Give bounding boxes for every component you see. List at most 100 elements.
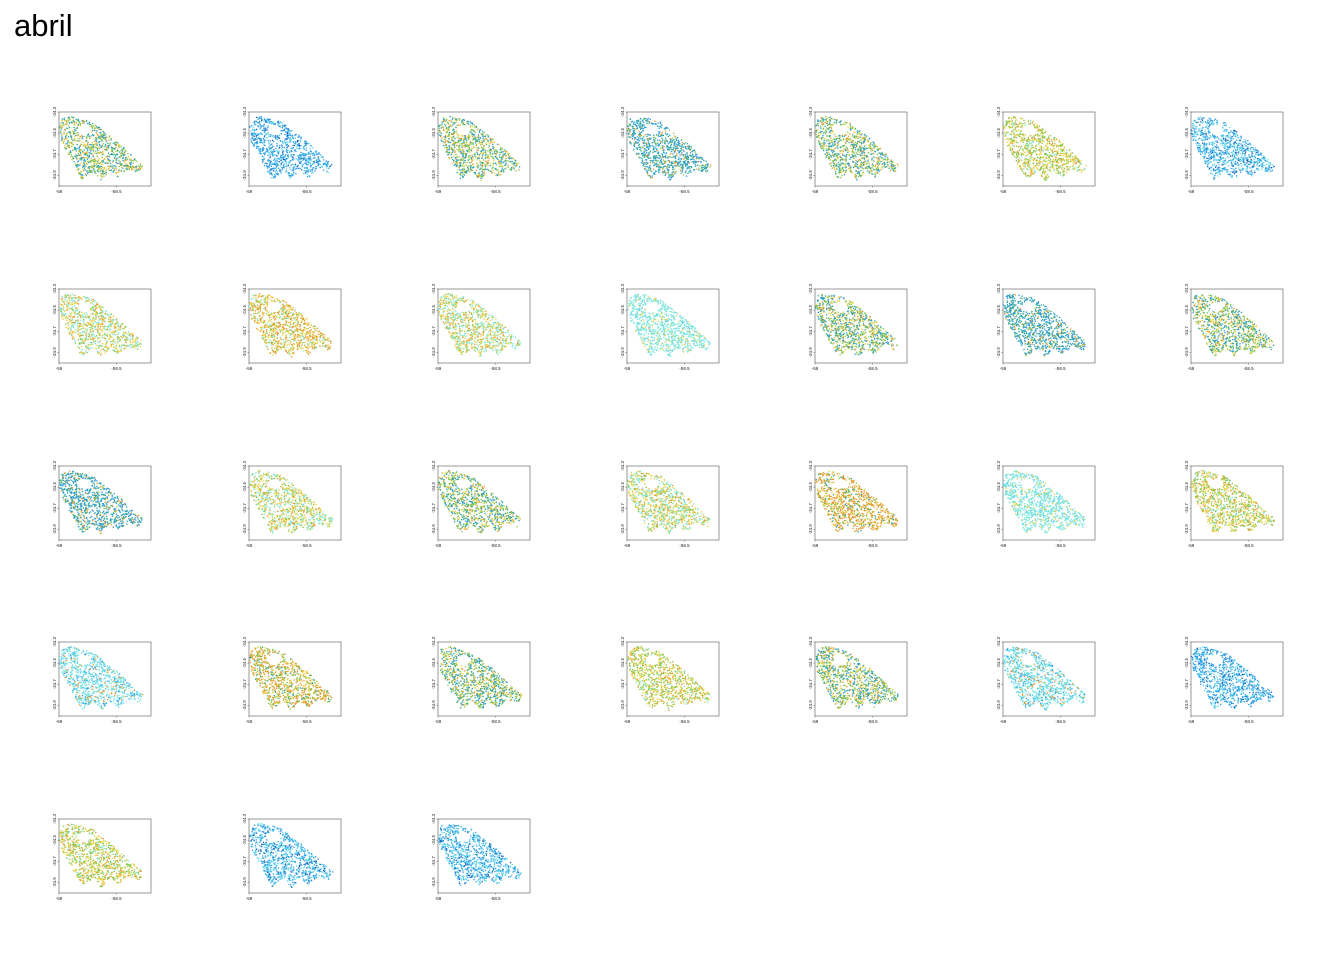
point-cloud (626, 117, 712, 181)
data-point (871, 167, 873, 169)
data-point (288, 133, 291, 135)
data-point (656, 134, 659, 137)
data-point (273, 155, 275, 157)
data-point (840, 152, 842, 155)
data-point (127, 155, 130, 158)
data-point (325, 165, 328, 167)
data-point (304, 142, 306, 145)
data-point (509, 168, 511, 171)
data-point (77, 131, 79, 134)
data-point (291, 134, 294, 137)
data-point (1011, 141, 1013, 143)
data-point (458, 119, 461, 121)
data-point (108, 169, 110, 171)
data-point (675, 170, 677, 173)
data-point (472, 156, 474, 159)
data-point (633, 121, 635, 123)
data-point (824, 137, 826, 140)
data-point (72, 131, 74, 133)
data-point (281, 168, 284, 171)
data-point (704, 170, 707, 172)
data-point (690, 145, 692, 148)
data-point (1038, 163, 1041, 165)
data-point (643, 124, 645, 126)
data-point (692, 169, 695, 171)
data-point (294, 137, 296, 139)
data-point (696, 164, 699, 166)
data-point (836, 168, 838, 170)
data-point (92, 165, 95, 168)
data-point (668, 148, 670, 151)
data-point (480, 175, 482, 178)
data-point (498, 143, 500, 146)
data-point (117, 175, 119, 178)
data-point (638, 130, 640, 133)
data-point (60, 122, 63, 124)
data-point (675, 138, 677, 140)
data-point (884, 159, 887, 161)
data-point (463, 159, 465, 162)
data-point (487, 154, 489, 156)
data-point (267, 131, 269, 134)
data-point (829, 143, 831, 145)
data-point (80, 170, 83, 173)
data-point (475, 125, 477, 128)
data-point (886, 156, 889, 159)
data-point (652, 155, 655, 158)
data-point (668, 129, 671, 132)
data-point (633, 136, 636, 139)
data-point (678, 157, 680, 159)
data-point (449, 141, 452, 144)
data-point (649, 169, 651, 172)
data-point (266, 165, 268, 167)
data-point (681, 144, 684, 146)
data-point (680, 139, 683, 141)
data-point (647, 141, 650, 143)
data-point (893, 167, 896, 169)
data-point (255, 134, 258, 137)
data-point (84, 144, 86, 146)
data-point (492, 169, 494, 172)
data-point (881, 157, 883, 160)
data-point (252, 144, 255, 146)
data-point (90, 134, 93, 137)
data-point (445, 131, 448, 133)
data-point (477, 173, 479, 176)
data-point (138, 168, 140, 171)
data-point (875, 167, 878, 170)
data-point (283, 146, 286, 149)
data-point (1010, 147, 1012, 150)
data-point (121, 150, 124, 152)
data-point (867, 160, 869, 162)
data-point (873, 168, 875, 171)
data-point (860, 141, 862, 144)
data-point (836, 119, 838, 122)
y-tick-label: -34.7 (620, 149, 625, 160)
data-point (284, 125, 286, 127)
data-point (97, 146, 99, 149)
data-point (87, 171, 89, 173)
data-point (1032, 167, 1035, 170)
data-point (1046, 164, 1048, 166)
data-point (70, 116, 73, 118)
data-point (450, 138, 453, 141)
data-point (68, 142, 71, 144)
data-point (481, 140, 483, 142)
data-point (289, 134, 292, 137)
data-point (88, 154, 91, 156)
data-point (462, 139, 465, 142)
data-point (317, 153, 319, 155)
data-point (635, 142, 637, 144)
data-point (301, 153, 303, 156)
data-point (266, 133, 268, 135)
data-point (125, 167, 128, 170)
point-cloud (438, 115, 521, 181)
data-point (489, 137, 492, 140)
data-point (492, 163, 494, 166)
data-point (475, 146, 478, 149)
data-point (110, 137, 112, 140)
data-point (315, 161, 317, 164)
data-point (653, 141, 655, 143)
data-point (1040, 146, 1043, 148)
data-point (106, 148, 109, 151)
